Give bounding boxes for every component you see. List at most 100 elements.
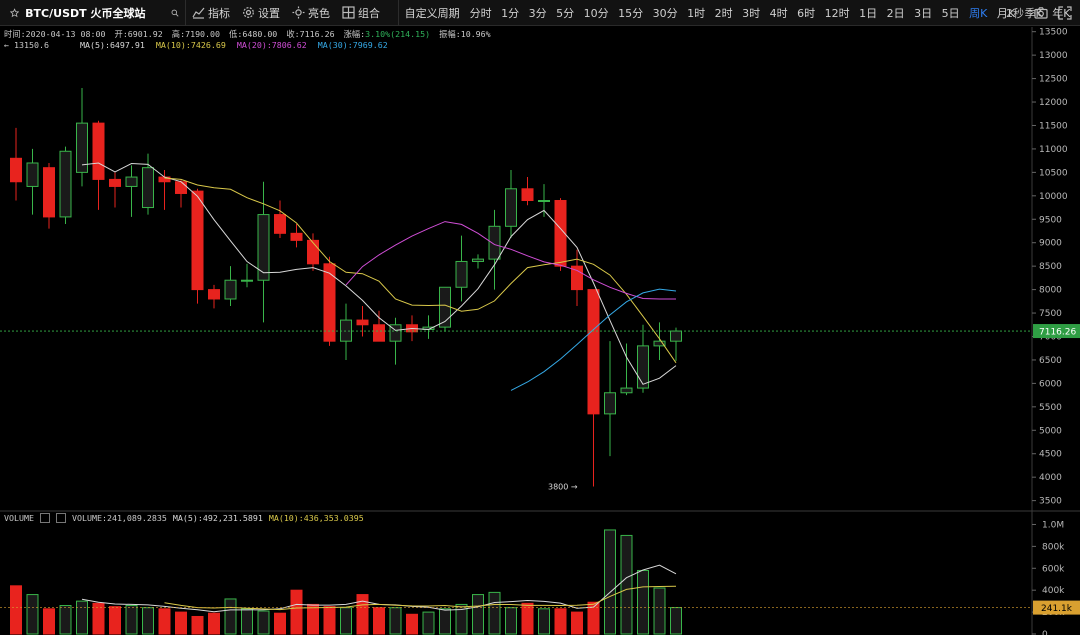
info-change-label: 涨幅: (343, 29, 366, 39)
theme-button[interactable]: 亮色 (292, 5, 330, 21)
volume-bar (175, 611, 187, 635)
settings-button[interactable]: 设置 (242, 5, 280, 21)
volume-bar (158, 608, 171, 635)
period-tab[interactable]: 12时 (824, 6, 850, 20)
layout-icon (342, 6, 355, 19)
volume-bar (571, 611, 583, 635)
volume-close-icon[interactable] (55, 513, 66, 523)
volume-settings-icon[interactable] (39, 513, 50, 523)
period-tab[interactable]: 4时 (769, 6, 788, 20)
volume-bar (406, 613, 418, 635)
price-tick-label: 8500 (1039, 262, 1062, 272)
price-tick-label: 8000 (1039, 286, 1062, 296)
current-volume-label: 241.1k (1041, 604, 1073, 614)
volume-bar (389, 607, 402, 635)
low-price-marker: 3800 → (548, 483, 578, 492)
volume-bar (59, 605, 72, 635)
volume-bar (125, 605, 138, 635)
fullscreen-icon[interactable] (1058, 6, 1072, 20)
symbol-title: BTC/USDT 火币全球站 (25, 6, 146, 20)
indicator-button[interactable]: 指标 (192, 5, 230, 21)
current-price-badge (1033, 324, 1080, 339)
volume-bar (356, 594, 369, 635)
period-tab[interactable]: 5分 (556, 6, 575, 20)
period-tab[interactable]: 1分 (501, 6, 520, 20)
combo-label: 组合 (357, 6, 380, 20)
volume-bar (92, 602, 105, 635)
info-amplitude: 振幅:10.96% (439, 29, 491, 39)
candle-body (637, 345, 649, 389)
volume-tick-label: 800k (1042, 542, 1065, 552)
gear-icon (243, 7, 254, 18)
candle-body (620, 387, 633, 394)
indicator-icon (192, 7, 205, 19)
candle-body (389, 324, 402, 342)
combo-button[interactable]: 组合 (342, 5, 380, 21)
info-time: 时间:2020-04-13 08:00 (4, 29, 106, 39)
period-tab[interactable]: 1日 (859, 6, 878, 20)
ma30-value: MA(30):7969.62 (317, 40, 388, 50)
period-tab[interactable]: 年K (1052, 6, 1071, 20)
volume-bar (43, 608, 55, 635)
candle-body (571, 265, 583, 291)
volume-bar (620, 534, 633, 635)
current-price-label: 7116.26 (1039, 328, 1076, 338)
candle-body (488, 225, 501, 260)
period-tab[interactable]: 2时 (714, 6, 733, 20)
toolbar-divider (185, 0, 186, 26)
info-low: 低:6480.00 (229, 29, 278, 39)
period-tab[interactable]: 周K (969, 6, 988, 20)
volume-bar (538, 608, 550, 635)
candle-body (323, 263, 336, 342)
ma20-value: MA(20):7806.62 (236, 40, 307, 50)
period-tab[interactable]: 10分 (583, 6, 609, 20)
theme-label: 亮色 (307, 6, 330, 20)
volume-bar (290, 589, 303, 635)
custom-period-dropdown[interactable]: 自定义周期 (404, 6, 460, 20)
candle-body (59, 150, 72, 218)
volume-bar (10, 585, 22, 635)
price-tick-label: 3500 (1039, 497, 1062, 507)
candle-body (290, 232, 303, 241)
period-selector: 分时 1分 3分 5分 10分 15分 30分 1时 2时 3时 4时 6时 12时 1日 2日 3日 5日 周K… (470, 5, 1080, 21)
info-change-value: 3.10%(214.15) (365, 29, 431, 39)
price-tick-label: 4000 (1039, 473, 1062, 483)
candle-body (257, 214, 270, 281)
search-icon[interactable] (171, 7, 179, 19)
settings-label: 设置 (257, 6, 280, 20)
period-tab[interactable]: 5日 (941, 6, 960, 20)
period-tab[interactable]: 6时 (797, 6, 816, 20)
period-tab[interactable]: 分时 (469, 6, 492, 20)
volume-ma-line (164, 585, 677, 611)
volume-bar (422, 611, 435, 635)
star-icon[interactable] (10, 6, 20, 20)
refresh-countdown: 2秒 (1006, 7, 1024, 20)
price-ma-line (345, 221, 676, 300)
price-ma-line (81, 162, 677, 385)
period-tab[interactable]: 3分 (528, 6, 547, 20)
toolbar-right: 2秒 (1006, 0, 1072, 26)
price-tick-label: 12000 (1039, 98, 1068, 108)
period-tab[interactable]: 3日 (914, 6, 933, 20)
candle-body (307, 239, 319, 265)
candle-body (241, 279, 253, 282)
period-tab[interactable]: 3时 (742, 6, 761, 20)
candle-body (142, 167, 154, 209)
period-tab[interactable]: 月K (996, 6, 1016, 20)
camera-icon[interactable] (1034, 6, 1048, 20)
candle-body (43, 167, 55, 218)
candle-body (472, 258, 484, 262)
candle-body (76, 122, 88, 173)
volume-bar (637, 569, 649, 635)
period-tab[interactable]: 30分 (652, 6, 678, 20)
price-tick-label: 5000 (1039, 426, 1062, 436)
period-tab[interactable]: 1时 (687, 6, 706, 20)
price-tick-label: 6500 (1039, 356, 1062, 366)
ma-legend: ← 13150.6 MA(5):6497.91 MA(10):7426.69 M… (4, 40, 394, 50)
volume-bar (224, 598, 237, 635)
period-tab[interactable]: 2日 (886, 6, 905, 20)
volume-ma5-value: MA(5):492,231.5891 (172, 513, 263, 523)
volume-tick-label: 400k (1042, 586, 1065, 596)
period-tab[interactable]: 15分 (618, 6, 644, 20)
